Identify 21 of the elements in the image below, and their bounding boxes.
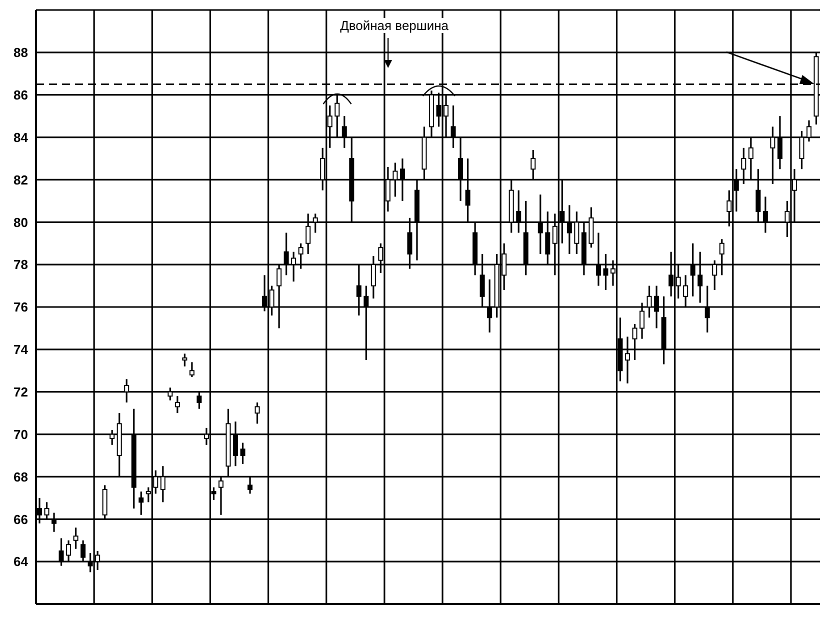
y-tick-label: 82 bbox=[14, 172, 28, 188]
candlestick bbox=[174, 395, 180, 414]
candlestick bbox=[182, 352, 188, 368]
y-tick-label: 88 bbox=[14, 45, 28, 60]
y-tick-label: 80 bbox=[14, 214, 28, 230]
candlestick bbox=[254, 402, 260, 424]
candlestick bbox=[138, 490, 144, 516]
y-tick-label: 64 bbox=[14, 554, 29, 570]
y-tick-label: 74 bbox=[14, 342, 29, 358]
candlestick bbox=[189, 361, 194, 378]
y-tick-label: 68 bbox=[14, 469, 28, 484]
annotation: Двойная вершина bbox=[338, 18, 450, 33]
y-tick-label: 78 bbox=[14, 257, 28, 272]
y-tick-label: 84 bbox=[14, 130, 29, 145]
y-tick-label: 70 bbox=[14, 426, 28, 442]
y-tick-label: 66 bbox=[14, 512, 28, 527]
candlestick bbox=[240, 442, 246, 465]
y-tick-label: 76 bbox=[14, 300, 28, 315]
candlestick bbox=[73, 526, 78, 550]
y-tick-label: 72 bbox=[14, 384, 28, 400]
y-tick-label: 86 bbox=[14, 87, 28, 102]
